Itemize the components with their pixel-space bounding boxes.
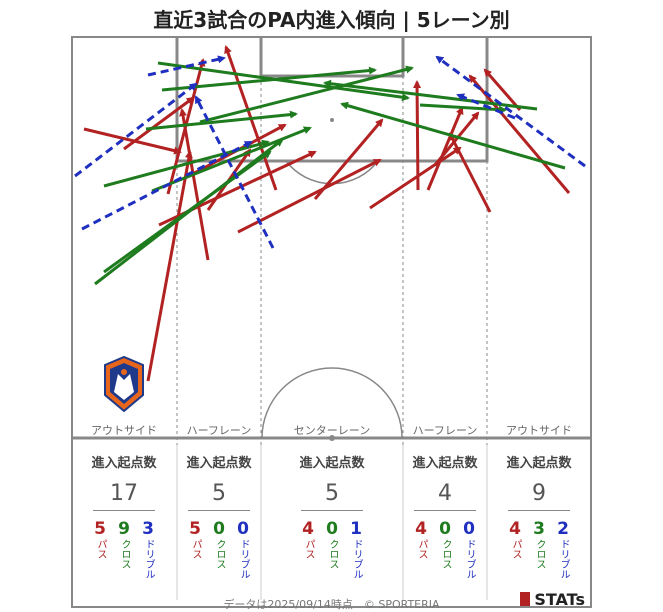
brand-logo: STATs [520,590,585,609]
stat-total: 5 [325,481,339,506]
dribble-label: ドリブル [143,539,154,579]
dribble-count: 0 [463,519,475,539]
pass-arrow [369,146,462,210]
pass-count: 4 [415,519,427,539]
lane-label-center: センターレーン [293,424,371,437]
dribble-label: ドリブル [351,539,362,579]
stat-total: 17 [110,481,138,506]
brand-mark-icon [520,592,531,606]
pass-count: 5 [94,519,106,539]
pass-label: パス [190,539,201,559]
lane-stats-halfspace-right: 進入起点数 4 4 パス 0 クロス 0 ドリブル [400,452,490,579]
cross-count: 3 [533,519,545,539]
penalty-area [175,37,489,163]
cross-arrow [145,110,298,131]
brand-name: STATs [534,590,585,609]
dribble-count: 1 [350,519,362,539]
dribble-arrow [435,55,586,168]
cross-arrow [340,101,566,170]
pass-label: パス [303,539,314,559]
center-spot [329,435,335,441]
cross-count: 0 [326,519,338,539]
chart-title: 直近3試合のPA内進入傾向 | 5レーン別 [153,8,510,32]
dribble-count: 0 [237,519,249,539]
cross-arrow [103,150,272,274]
stat-total: 5 [212,481,226,506]
pass-count: 4 [302,519,314,539]
lane-stats-halfspace-left: 進入起点数 5 5 パス 0 クロス 0 ドリブル [174,452,264,579]
dribble-arrow [456,93,516,120]
goal-area [259,37,405,78]
cross-arrow [323,79,538,111]
pass-count: 5 [189,519,201,539]
pass-arrow [468,74,571,194]
cross-arrows [94,61,566,286]
dribble-arrows [74,55,586,249]
lane-stats-outside-left: 進入起点数 17 5 パス 9 クロス 3 ドリブル [79,452,169,579]
pass-arrow [433,111,480,166]
footer-note: データは2025/09/14時点 © SPORTERIA [223,598,440,611]
dribble-label: ドリブル [464,539,475,579]
pass-arrow [179,108,210,261]
pass-label: パス [510,539,521,559]
dribble-count: 2 [557,519,569,539]
pass-arrow [123,96,195,151]
pass-arrow [413,80,422,191]
albirex-crest-icon [104,355,144,413]
cross-count: 9 [118,519,130,539]
pass-arrow [483,68,522,111]
stat-header: 進入起点数 [299,456,365,471]
lane-label-outside-right: アウトサイド [506,424,572,437]
dribble-label: ドリブル [558,539,569,579]
cross-label: クロス [534,539,545,569]
cross-arrow [103,139,270,188]
stat-total: 4 [438,481,452,506]
cross-arrow [419,103,507,114]
cross-arrow [199,65,414,124]
lane-stats-center: 進入起点数 5 4 パス 0 クロス 1 ドリブル [287,452,377,579]
cross-count: 0 [213,519,225,539]
pass-arrow [83,127,182,155]
stat-header: 進入起点数 [186,456,252,471]
pass-arrows [83,45,571,382]
dribble-arrow [194,95,275,249]
stat-header: 進入起点数 [91,456,157,471]
dribble-arrow [81,140,253,231]
pass-arrow [237,158,382,234]
cross-arrow [157,61,410,102]
stat-total: 9 [532,481,546,506]
dribble-count: 3 [142,519,154,539]
penalty-spot [330,118,334,122]
cross-label: クロス [327,539,338,569]
lane-label-halfspace-right: ハーフレーン [412,424,478,437]
cross-label: クロス [440,539,451,569]
lane-label-halfspace-left: ハーフレーン [186,424,252,437]
pass-arrow [426,106,464,191]
stat-header: 進入起点数 [412,456,478,471]
pass-label: パス [95,539,106,559]
dribble-label: ドリブル [238,539,249,579]
pitch-border [71,36,592,608]
pass-arrow [146,150,193,382]
pass-arrow [448,132,492,213]
cross-label: クロス [119,539,130,569]
lane-stats-outside-right: 進入起点数 9 4 パス 3 クロス 2 ドリブル [494,452,584,579]
center-circle [261,367,403,439]
pass-label: パス [416,539,427,559]
cross-count: 0 [439,519,451,539]
cross-label: クロス [214,539,225,569]
lane-label-outside-left: アウトサイド [91,424,157,437]
stat-header: 進入起点数 [506,456,572,471]
pass-arrow [313,118,384,200]
pass-count: 4 [509,519,521,539]
